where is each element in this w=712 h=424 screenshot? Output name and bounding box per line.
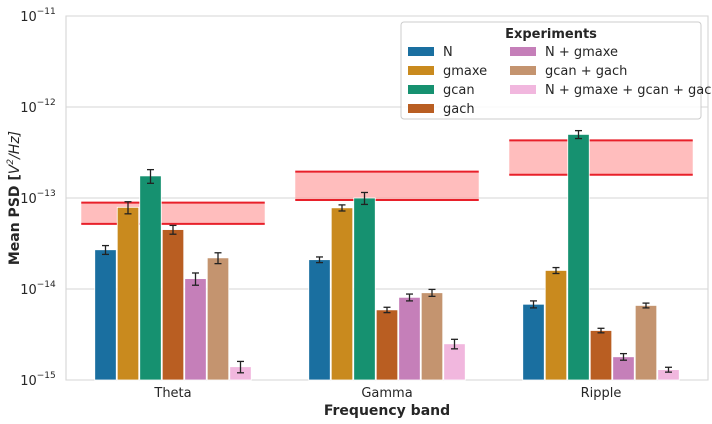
x-tick-label: Ripple	[581, 386, 622, 401]
bars	[94, 133, 680, 381]
legend-swatch	[408, 104, 434, 113]
bar	[184, 278, 207, 381]
legend-label: gcan	[443, 83, 475, 98]
legend-swatch	[408, 47, 434, 56]
bar	[634, 305, 658, 381]
y-tick-label: 10−11	[20, 7, 56, 25]
bar	[161, 229, 185, 381]
bar	[375, 309, 399, 381]
legend-label: gmaxe	[443, 64, 487, 79]
x-tick-label: Gamma	[361, 386, 412, 401]
legend-swatch	[408, 66, 434, 75]
bar	[330, 207, 354, 381]
bar	[522, 303, 545, 381]
target-band	[81, 202, 265, 224]
error-bars	[102, 129, 672, 374]
bar	[94, 249, 117, 381]
bar	[139, 175, 162, 381]
y-tick-labels: 10−15 10−14 10−13 10−12 10−11	[20, 7, 56, 389]
legend-swatch	[510, 47, 536, 56]
legend-swatch	[510, 66, 536, 75]
legend-swatch	[510, 85, 536, 94]
bar	[116, 206, 140, 381]
y-axis-label: Mean PSD [V2/Hz]	[6, 131, 23, 265]
target-band	[509, 140, 693, 175]
y-tick-label: 10−14	[20, 280, 56, 298]
legend-title: Experiments	[505, 27, 597, 42]
legend-swatch	[408, 85, 434, 94]
y-tick-label: 10−12	[20, 98, 56, 116]
legend-label: N + gmaxe + gcan + gach	[545, 83, 712, 98]
bar	[544, 270, 568, 381]
y-tick-label: 10−15	[20, 371, 56, 389]
x-tick-label: Theta	[153, 386, 191, 401]
bar	[589, 330, 613, 381]
bar	[398, 296, 421, 381]
legend-label: gcan + gach	[545, 64, 627, 79]
legend-label: N	[443, 45, 453, 60]
bar	[567, 133, 590, 381]
legend-label: N + gmaxe	[545, 45, 618, 60]
legend-label: gach	[443, 102, 475, 117]
legend-box	[400, 21, 702, 120]
x-tick-labels: Theta Gamma Ripple	[153, 386, 621, 401]
bar	[206, 257, 230, 381]
target-band	[295, 171, 479, 201]
bar	[420, 292, 444, 381]
bar	[308, 259, 331, 381]
y-tick-label: 10−13	[20, 189, 56, 207]
x-axis-label: Frequency band	[324, 403, 450, 419]
bar	[353, 197, 376, 381]
